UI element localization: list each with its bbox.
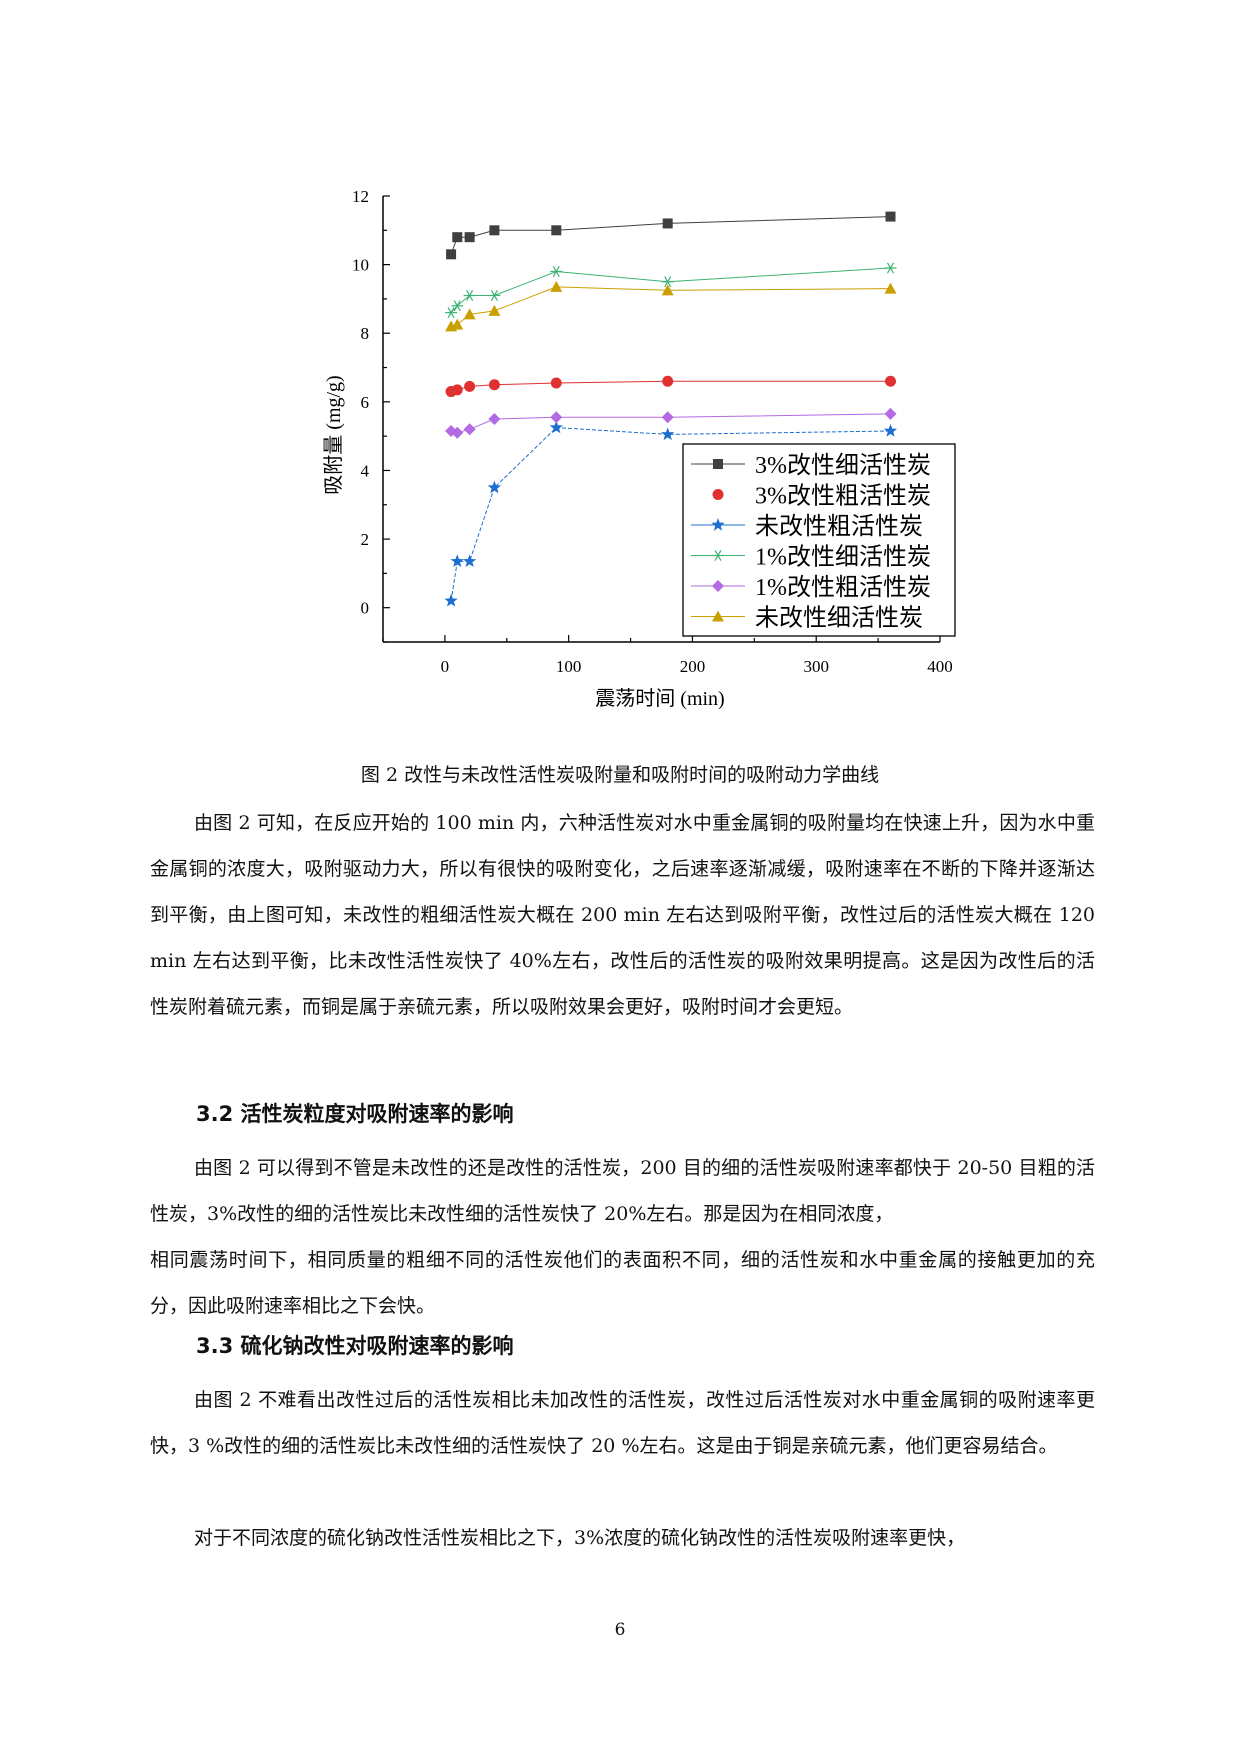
legend-label: 未改性细活性炭 (755, 605, 923, 632)
data-point-asterisk (712, 550, 724, 561)
y-tick-label: 6 (361, 393, 370, 412)
legend-entry: 3%改性粗活性炭 (712, 483, 931, 510)
data-point-square (885, 211, 896, 222)
data-point-asterisk (550, 265, 563, 277)
y-tick-label: 10 (352, 256, 369, 275)
data-point-square (464, 232, 475, 243)
data-point-asterisk (884, 262, 897, 274)
legend-box (682, 443, 956, 637)
data-point-triangle (463, 308, 476, 320)
data-point-diamond (712, 580, 724, 592)
x-tick-label: 400 (927, 657, 953, 676)
series-6 (445, 280, 897, 332)
x-tick-label: 100 (556, 657, 582, 676)
data-point-triangle (451, 318, 464, 330)
x-tick-label: 0 (441, 657, 450, 676)
paragraph-3: 由图 2 不难看出改性过后的活性炭相比未加改性的活性炭，改性过后活性炭对水中重金… (150, 1389, 1095, 1457)
paragraph-2-line-2: 相同震荡时间下，相同质量的粗细不同的活性炭他们的表面积不同，细的活性炭和水中重金… (150, 1249, 1095, 1317)
page-number: 6 (614, 1620, 626, 1640)
legend-entry: 未改性细活性炭 (691, 605, 923, 632)
paragraph-4: 对于不同浓度的硫化钠改性活性炭相比之下，3%浓度的硫化钠改性的活性炭吸附速率更快… (194, 1527, 966, 1549)
legend-label: 未改性粗活性炭 (755, 513, 923, 540)
y-axis-label: 吸附量 (mg/g) (322, 375, 345, 494)
data-point-star (549, 420, 563, 434)
y-tick-label: 2 (361, 530, 370, 549)
series-4 (445, 262, 897, 319)
data-point-square (713, 459, 723, 469)
data-point-asterisk (451, 300, 464, 312)
paragraph-1: 由图 2 可知，在反应开始的 100 min 内，六种活性炭对水中重金属铜的吸附… (150, 812, 1095, 1018)
legend-entry: 1%改性细活性炭 (691, 544, 931, 571)
data-point-square (551, 225, 562, 236)
series-2 (445, 375, 896, 398)
asterisk-stroke (447, 307, 455, 319)
series-5 (445, 407, 897, 439)
data-point-triangle (884, 282, 897, 294)
data-point-triangle (488, 304, 501, 316)
data-point-square (452, 232, 463, 243)
figure-caption: 图 2 改性与未改性活性炭吸附量和吸附时间的吸附动力学曲线 (360, 764, 880, 786)
data-point-square (489, 225, 500, 236)
x-tick-label: 300 (803, 657, 829, 676)
data-point-star (883, 424, 898, 437)
data-point-star (711, 518, 725, 531)
legend-label: 3%改性粗活性炭 (755, 483, 931, 510)
y-tick-label: 0 (361, 599, 370, 618)
data-point-circle (451, 384, 463, 396)
asterisk-stroke (490, 289, 498, 301)
data-point-diamond (451, 426, 464, 439)
asterisk-stroke (466, 289, 474, 301)
asterisk-stroke (886, 262, 895, 274)
adsorption-kinetics-chart: 0 2 4 6 8 10 12 0 100 200 300 400 3%改性细活性炭 3%改性粗活性炭未… (322, 187, 956, 710)
data-point-diamond (488, 413, 501, 425)
data-point-circle (464, 380, 476, 392)
y-tick-label: 4 (361, 461, 370, 480)
data-point-circle (662, 375, 674, 387)
data-point-diamond (463, 423, 476, 436)
data-point-star (661, 427, 675, 441)
legend-label: 1%改性细活性炭 (755, 544, 931, 571)
data-point-star (450, 554, 464, 567)
data-point-triangle (712, 610, 724, 622)
data-point-circle (712, 489, 724, 500)
series-1 (446, 211, 896, 260)
series-3 (444, 420, 898, 607)
data-point-star (487, 480, 502, 494)
data-point-square (662, 218, 673, 229)
data-point-diamond (550, 411, 563, 424)
data-point-circle (884, 375, 896, 387)
legend-entry: 1%改性粗活性炭 (691, 574, 931, 601)
section-heading-3-3: 3.3 硫化钠改性对吸附速率的影响 (196, 1334, 514, 1358)
chart-series (444, 211, 898, 607)
y-tick-label: 8 (361, 324, 370, 343)
data-point-circle (550, 377, 562, 389)
data-point-circle (488, 379, 500, 391)
data-point-asterisk (445, 307, 458, 319)
asterisk-stroke (714, 550, 722, 561)
data-point-diamond (661, 411, 674, 424)
asterisk-stroke (552, 265, 560, 277)
data-point-asterisk (661, 276, 674, 288)
data-point-asterisk (463, 289, 476, 301)
data-point-asterisk (488, 289, 501, 301)
x-axis-label: 震荡时间 (min) (595, 687, 724, 710)
y-tick-label: 12 (352, 187, 369, 206)
legend-entry: 未改性粗活性炭 (691, 513, 923, 540)
legend-label: 3%改性细活性炭 (755, 452, 931, 479)
chart-axes: 0 2 4 6 8 10 12 0 100 200 300 400 (352, 187, 953, 676)
legend-label: 1%改性粗活性炭 (755, 574, 931, 601)
data-point-star (463, 554, 477, 567)
section-heading-3-2: 3.2 活性炭粒度对吸附速率的影响 (196, 1102, 514, 1126)
asterisk-stroke (453, 300, 461, 312)
data-point-diamond (884, 407, 897, 420)
paragraph-2-line-1: 由图 2 可以得到不管是未改性的还是改性的活性炭，200 目的细的活性炭吸附速率… (150, 1157, 1095, 1225)
data-point-triangle (661, 284, 674, 296)
data-point-triangle (550, 280, 563, 292)
asterisk-stroke (664, 276, 672, 288)
x-tick-label: 200 (680, 657, 706, 676)
data-point-square (446, 249, 457, 260)
data-point-star (444, 593, 458, 607)
legend-entry: 3%改性细活性炭 (691, 452, 931, 479)
